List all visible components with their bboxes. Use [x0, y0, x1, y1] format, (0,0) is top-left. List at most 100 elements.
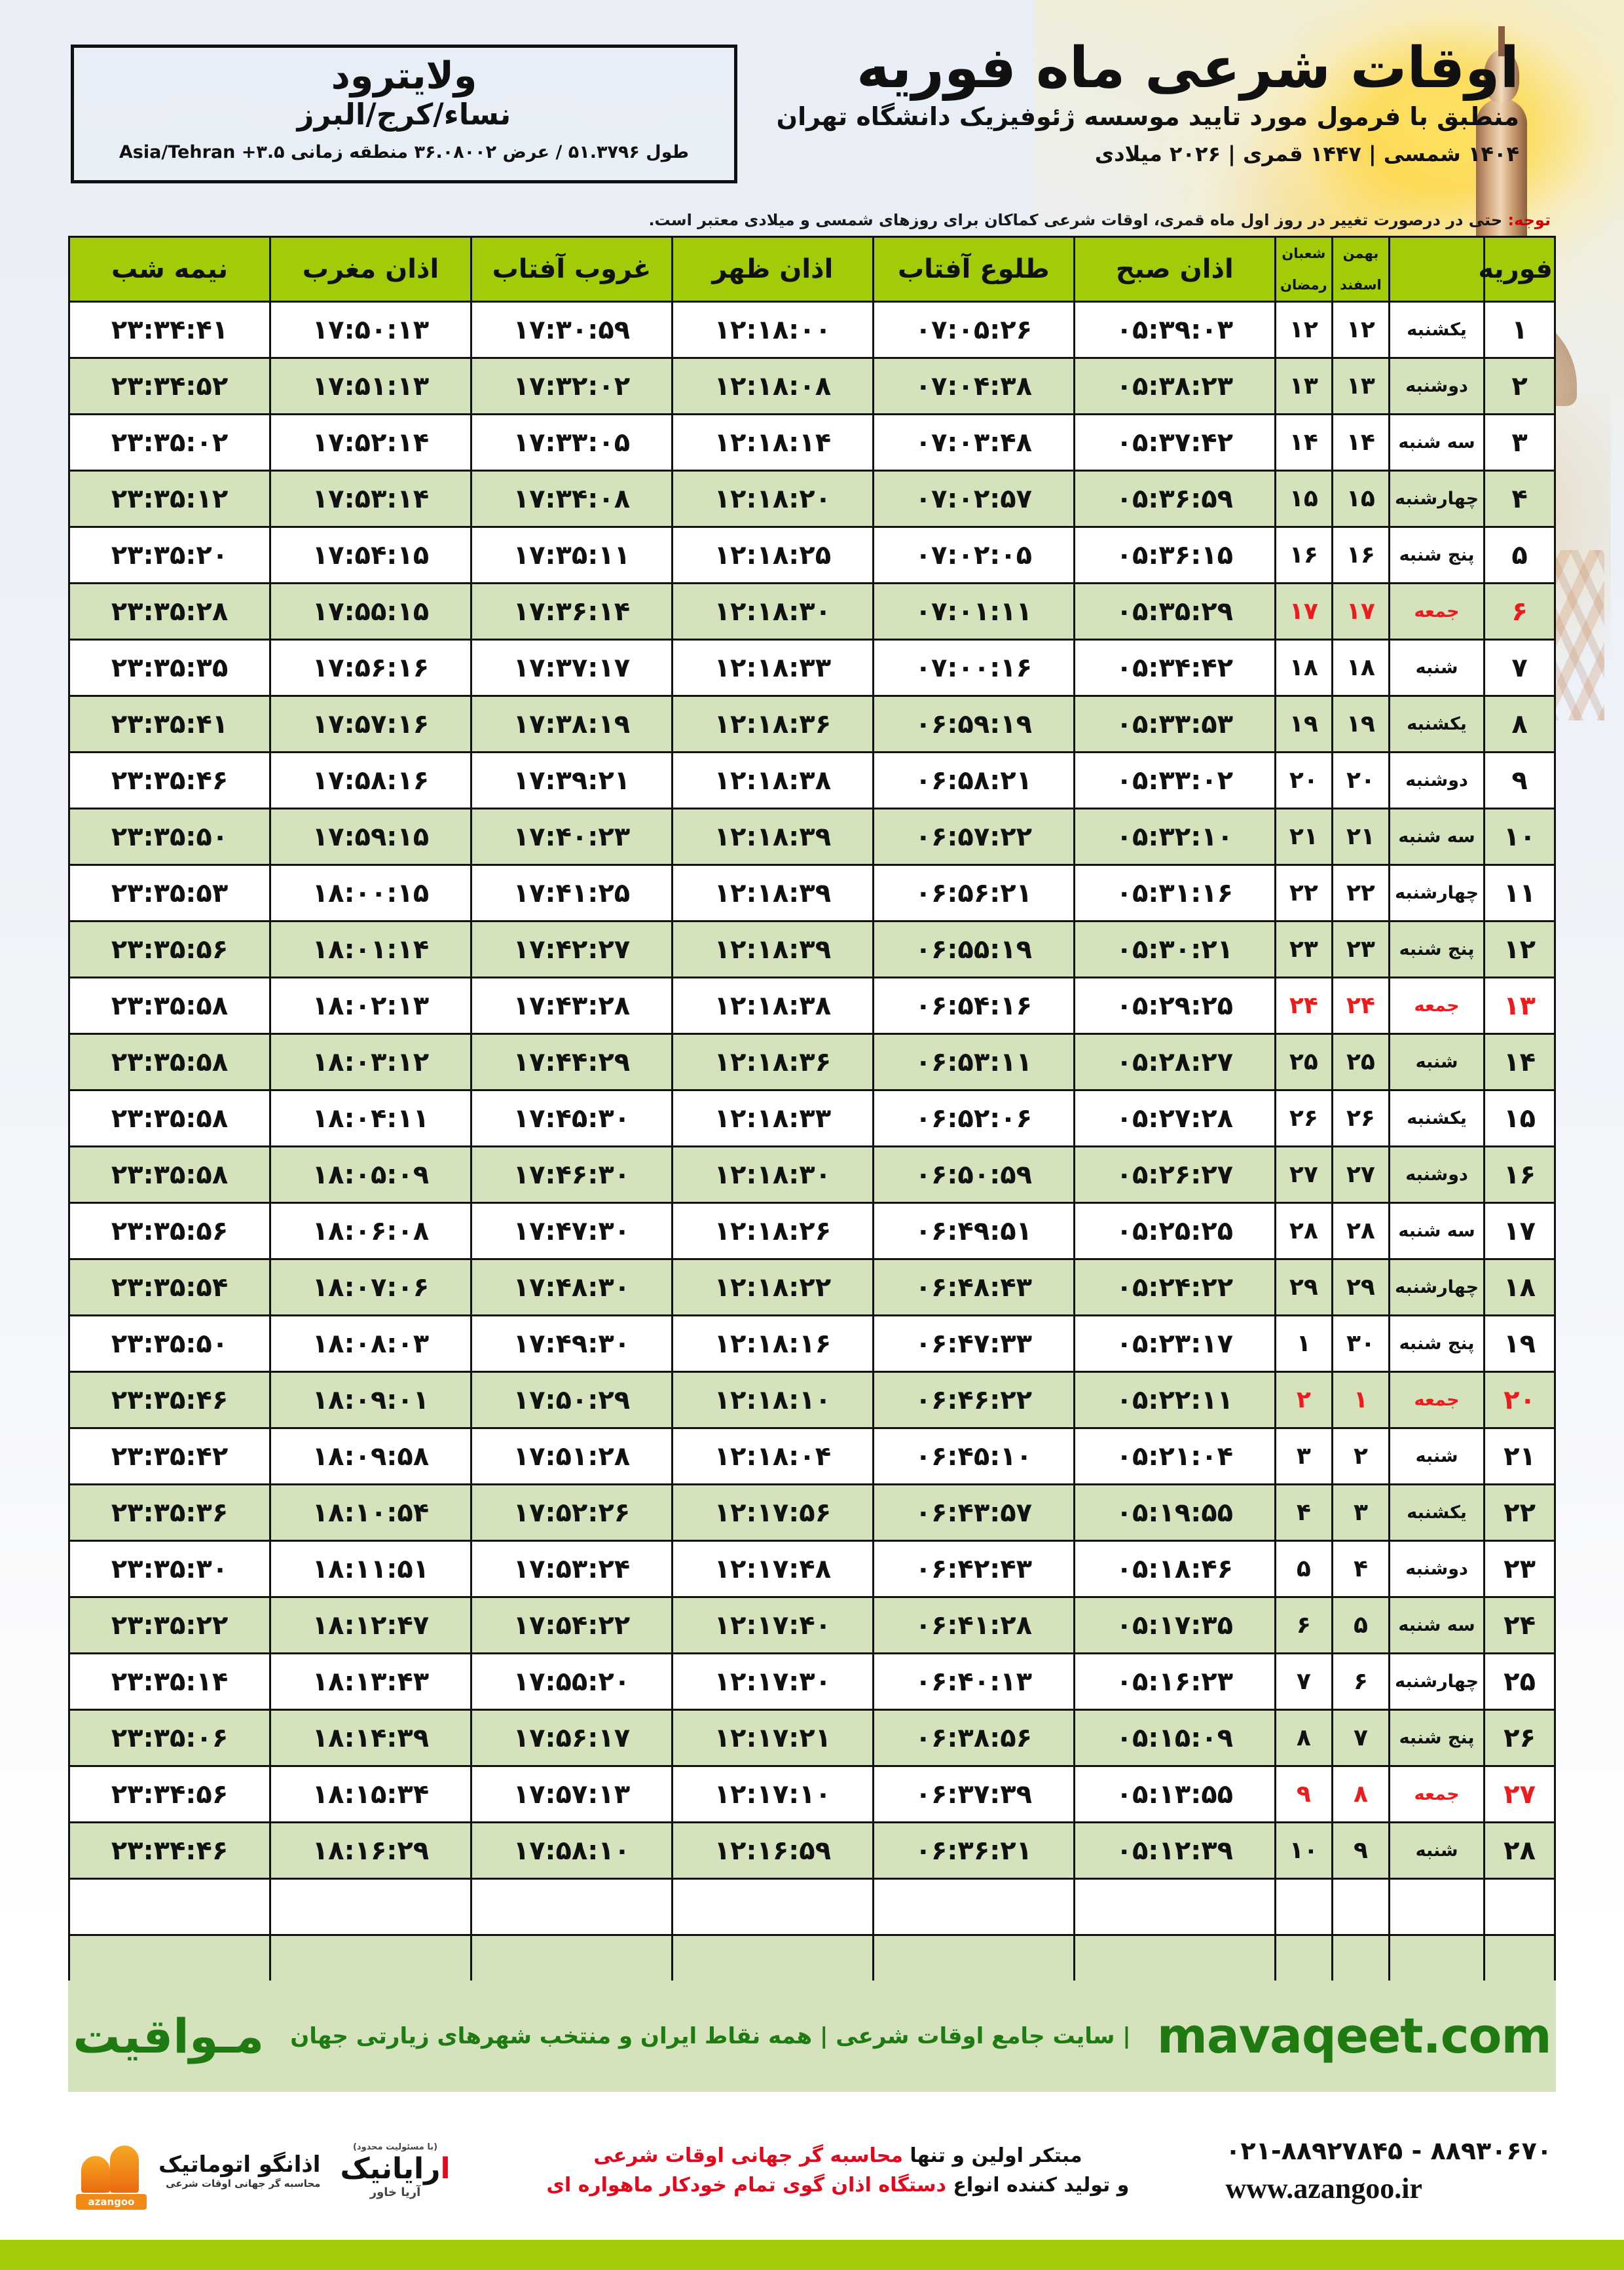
lunar-date-cell: ۱۷ [1274, 582, 1333, 641]
day-cell: ۴ [1483, 470, 1556, 528]
dhuhr-cell: ۱۲:۱۸:۲۵ [671, 526, 874, 584]
day-cell: ۱۸ [1483, 1258, 1556, 1316]
midnight-cell: ۲۳:۳۵:۴۶ [68, 1371, 271, 1429]
solar-date-cell: ۲۹ [1331, 1258, 1390, 1316]
footer-website[interactable]: www.azangoo.ir [1225, 2172, 1422, 2205]
footer-phone: ۰۲۱-۸۸۹۲۷۸۴۵ - ۸۸۹۳۰۶۷۰ [1225, 2136, 1552, 2165]
sunrise-cell: ۰۶:۴۵:۱۰ [872, 1427, 1075, 1485]
table-row: ۱۵ یکشنبه ۲۶ ۲۶ ۰۵:۲۷:۲۸ ۰۶:۵۲:۰۶ ۱۲:۱۸:۳۳ ۱۷:۴… [68, 1089, 1556, 1147]
empty-cell [1274, 1878, 1333, 1936]
sunset-cell: ۱۷:۳۹:۲۱ [470, 751, 673, 809]
dhuhr-cell: ۱۲:۱۸:۳۹ [671, 808, 874, 866]
day-cell: ۲۲ [1483, 1483, 1556, 1542]
table-row: ۲۱ شنبه ۲ ۳ ۰۵:۲۱:۰۴ ۰۶:۴۵:۱۰ ۱۲:۱۸:۰۴ ۱۷:۵۱:۲۸… [68, 1427, 1556, 1485]
maghrib-cell: ۱۷:۵۹:۱۵ [269, 808, 472, 866]
dhuhr-cell: ۱۲:۱۸:۰۴ [671, 1427, 874, 1485]
sunrise-cell: ۰۷:۰۱:۱۱ [872, 582, 1075, 641]
sunrise-cell: ۰۶:۵۷:۲۲ [872, 808, 1075, 866]
weekday-cell: چهارشنبه [1388, 470, 1486, 528]
header-lunar-top: شعبان [1282, 246, 1326, 261]
weekday-cell: پنج شنبه [1388, 1709, 1486, 1767]
sunrise-cell: ۰۶:۵۴:۱۶ [872, 977, 1075, 1035]
fajr-cell: ۰۵:۲۳:۱۷ [1073, 1314, 1276, 1373]
midnight-cell: ۲۳:۳۴:۵۶ [68, 1765, 271, 1823]
fajr-cell: ۰۵:۳۶:۵۹ [1073, 470, 1276, 528]
day-cell: ۲۰ [1483, 1371, 1556, 1429]
solar-date-cell: ۲۷ [1331, 1145, 1390, 1204]
day-cell: ۶ [1483, 582, 1556, 641]
fajr-cell: ۰۵:۱۵:۰۹ [1073, 1709, 1276, 1767]
maghrib-cell: ۱۷:۵۶:۱۶ [269, 639, 472, 697]
fajr-cell: ۰۵:۱۷:۳۵ [1073, 1596, 1276, 1654]
fajr-cell: ۰۵:۲۵:۲۵ [1073, 1202, 1276, 1260]
sunrise-cell: ۰۶:۴۷:۳۳ [872, 1314, 1075, 1373]
dhuhr-cell: ۱۲:۱۸:۳۶ [671, 695, 874, 753]
table-row: ۱۸ چهارشنبه ۲۹ ۲۹ ۰۵:۲۴:۲۲ ۰۶:۴۸:۴۳ ۱۲:۱۸:۲۲ ۱۷… [68, 1258, 1556, 1316]
sunset-cell: ۱۷:۳۶:۱۴ [470, 582, 673, 641]
empty-cell [1483, 1878, 1556, 1936]
empty-cell [1331, 1878, 1390, 1936]
dhuhr-cell: ۱۲:۱۸:۰۰ [671, 301, 874, 359]
midnight-cell: ۲۳:۳۵:۵۸ [68, 1145, 271, 1204]
table-row: ۵ پنج شنبه ۱۶ ۱۶ ۰۵:۳۶:۱۵ ۰۷:۰۲:۰۵ ۱۲:۱۸:۲۵ ۱۷:… [68, 526, 1556, 584]
midnight-cell: ۲۳:۳۵:۵۸ [68, 1033, 271, 1091]
sunrise-cell: ۰۶:۴۰:۱۳ [872, 1652, 1075, 1711]
lunar-date-cell: ۱ [1274, 1314, 1333, 1373]
table-row: ۲۷ جمعه ۸ ۹ ۰۵:۱۳:۵۵ ۰۶:۳۷:۳۹ ۱۲:۱۷:۱۰ ۱۷:۵۷:۱۳… [68, 1765, 1556, 1823]
page-title: اوقات شرعی ماه فوریه [856, 35, 1520, 101]
maghrib-cell: ۱۸:۱۳:۴۳ [269, 1652, 472, 1711]
table-row: ۲۸ شنبه ۹ ۱۰ ۰۵:۱۲:۳۹ ۰۶:۳۶:۲۱ ۱۲:۱۶:۵۹ ۱۷:۵۸:۱… [68, 1821, 1556, 1880]
sunset-cell: ۱۷:۵۶:۱۷ [470, 1709, 673, 1767]
weekday-cell: چهارشنبه [1388, 1258, 1486, 1316]
midnight-cell: ۲۳:۳۵:۲۸ [68, 582, 271, 641]
maghrib-cell: ۱۸:۰۳:۱۲ [269, 1033, 472, 1091]
fajr-cell: ۰۵:۳۹:۰۳ [1073, 301, 1276, 359]
midnight-cell: ۲۳:۳۴:۴۶ [68, 1821, 271, 1880]
dhuhr-cell: ۱۲:۱۸:۳۰ [671, 582, 874, 641]
azangoo-logo: اذانگو اتوماتیک محاسبه گر جهانی اوقات شر… [72, 2131, 320, 2210]
lunar-date-cell: ۲۹ [1274, 1258, 1333, 1316]
midnight-cell: ۲۳:۳۵:۳۰ [68, 1540, 271, 1598]
lunar-date-cell: ۹ [1274, 1765, 1333, 1823]
lunar-date-cell: ۲۱ [1274, 808, 1333, 866]
empty-cell [872, 1878, 1075, 1936]
weekday-cell: دوشنبه [1388, 357, 1486, 415]
banner-site[interactable]: mavaqeet.com [1156, 2008, 1552, 2064]
dhuhr-cell: ۱۲:۱۸:۲۲ [671, 1258, 874, 1316]
weekday-cell: شنبه [1388, 1821, 1486, 1880]
day-cell: ۲۵ [1483, 1652, 1556, 1711]
midnight-cell: ۲۳:۳۵:۱۲ [68, 470, 271, 528]
fajr-cell: ۰۵:۱۳:۵۵ [1073, 1765, 1276, 1823]
sunset-cell: ۱۷:۴۸:۳۰ [470, 1258, 673, 1316]
midnight-cell: ۲۳:۳۵:۴۶ [68, 751, 271, 809]
table-row: ۴ چهارشنبه ۱۵ ۱۵ ۰۵:۳۶:۵۹ ۰۷:۰۲:۵۷ ۱۲:۱۸:۲۰ ۱۷:… [68, 470, 1556, 528]
table-row: ۱۴ شنبه ۲۵ ۲۵ ۰۵:۲۸:۲۷ ۰۶:۵۳:۱۱ ۱۲:۱۸:۳۶ ۱۷:۴۴:… [68, 1033, 1556, 1091]
dhuhr-cell: ۱۲:۱۸:۳۸ [671, 751, 874, 809]
solar-date-cell: ۲۶ [1331, 1089, 1390, 1147]
fajr-cell: ۰۵:۲۷:۲۸ [1073, 1089, 1276, 1147]
rayaneek-logo: (با مسئولیت محدود) ارایانیک آریا خاور [340, 2142, 450, 2199]
sunrise-cell: ۰۶:۴۹:۵۱ [872, 1202, 1075, 1260]
midnight-cell: ۲۳:۳۵:۰۶ [68, 1709, 271, 1767]
maghrib-cell: ۱۷:۵۴:۱۵ [269, 526, 472, 584]
lunar-date-cell: ۱۳ [1274, 357, 1333, 415]
fajr-cell: ۰۵:۳۳:۵۳ [1073, 695, 1276, 753]
mavaqeet-banner: mavaqeet.com | سایت جامع اوقات شرعی | هم… [68, 1981, 1556, 2092]
solar-date-cell: ۲۱ [1331, 808, 1390, 866]
maghrib-cell: ۱۸:۱۱:۵۱ [269, 1540, 472, 1598]
sunrise-cell: ۰۶:۵۶:۲۱ [872, 864, 1075, 922]
weekday-cell: چهارشنبه [1388, 864, 1486, 922]
fajr-cell: ۰۵:۳۸:۲۳ [1073, 357, 1276, 415]
sunset-cell: ۱۷:۳۲:۰۲ [470, 357, 673, 415]
lunar-date-cell: ۲ [1274, 1371, 1333, 1429]
table-row: ۲۰ جمعه ۱ ۲ ۰۵:۲۲:۱۱ ۰۶:۴۶:۲۲ ۱۲:۱۸:۱۰ ۱۷:۵۰:۲۹… [68, 1371, 1556, 1429]
lunar-date-cell: ۳ [1274, 1427, 1333, 1485]
header-gregorian: فوریه [1478, 236, 1556, 303]
day-cell: ۳ [1483, 413, 1556, 472]
azangoo-minaret-small-icon [81, 2156, 110, 2193]
table-row: ۱۷ سه شنبه ۲۸ ۲۸ ۰۵:۲۵:۲۵ ۰۶:۴۹:۵۱ ۱۲:۱۸:۲۶ ۱۷:… [68, 1202, 1556, 1260]
table-row: ۲ دوشنبه ۱۳ ۱۳ ۰۵:۳۸:۲۳ ۰۷:۰۴:۳۸ ۱۲:۱۸:۰۸ ۱۷:۳۲… [68, 357, 1556, 415]
midnight-cell: ۲۳:۳۵:۵۳ [68, 864, 271, 922]
sunrise-cell: ۰۶:۵۵:۱۹ [872, 920, 1075, 978]
sunrise-cell: ۰۶:۳۸:۵۶ [872, 1709, 1075, 1767]
